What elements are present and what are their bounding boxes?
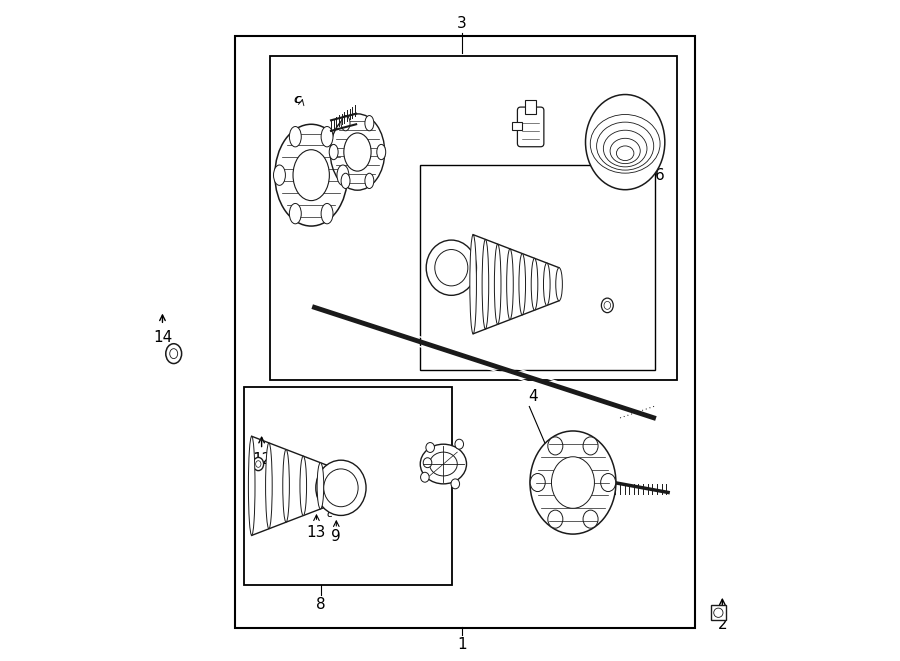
Ellipse shape [317, 463, 324, 509]
Ellipse shape [556, 268, 562, 301]
Ellipse shape [341, 116, 350, 131]
Ellipse shape [600, 473, 616, 492]
Ellipse shape [170, 349, 177, 358]
Ellipse shape [341, 173, 350, 188]
Text: 11: 11 [479, 300, 498, 315]
Ellipse shape [253, 457, 264, 471]
Ellipse shape [590, 114, 660, 173]
Ellipse shape [324, 469, 358, 507]
Ellipse shape [420, 472, 429, 483]
Ellipse shape [604, 301, 610, 309]
Ellipse shape [482, 239, 489, 329]
Bar [526, 100, 536, 114]
Text: 12: 12 [252, 452, 271, 467]
Ellipse shape [429, 452, 457, 476]
Ellipse shape [316, 460, 366, 516]
Ellipse shape [586, 95, 665, 190]
Ellipse shape [507, 249, 513, 320]
Ellipse shape [427, 240, 476, 295]
Text: 1: 1 [457, 637, 467, 652]
Text: 9: 9 [331, 529, 341, 544]
Ellipse shape [455, 439, 464, 449]
Text: 3: 3 [457, 16, 467, 30]
Ellipse shape [530, 473, 545, 492]
Ellipse shape [166, 344, 182, 364]
Ellipse shape [601, 298, 613, 313]
Ellipse shape [330, 114, 384, 190]
Ellipse shape [610, 138, 640, 164]
Text: c: c [327, 509, 333, 520]
Ellipse shape [344, 133, 371, 171]
Text: c: c [294, 93, 302, 106]
Text: c: c [432, 274, 438, 284]
Text: 10: 10 [614, 270, 633, 285]
Ellipse shape [470, 235, 476, 334]
Ellipse shape [321, 126, 333, 147]
Ellipse shape [603, 130, 647, 167]
Ellipse shape [519, 254, 526, 315]
Ellipse shape [426, 443, 435, 452]
Ellipse shape [531, 258, 538, 310]
Ellipse shape [494, 244, 501, 325]
Text: 5: 5 [424, 333, 434, 348]
Ellipse shape [364, 116, 373, 131]
FancyBboxPatch shape [711, 605, 725, 620]
Ellipse shape [266, 443, 272, 529]
Ellipse shape [364, 173, 373, 188]
Ellipse shape [583, 437, 599, 455]
Bar [512, 122, 522, 130]
Ellipse shape [274, 165, 285, 185]
Ellipse shape [283, 449, 290, 522]
Ellipse shape [420, 444, 466, 484]
Text: 9: 9 [437, 293, 447, 308]
Ellipse shape [530, 431, 616, 534]
Ellipse shape [329, 144, 338, 160]
Text: 4: 4 [527, 389, 537, 404]
Text: 13: 13 [307, 525, 326, 539]
Ellipse shape [583, 510, 599, 528]
Text: 8: 8 [316, 598, 326, 612]
Ellipse shape [597, 122, 653, 170]
Text: c: c [293, 93, 300, 106]
Ellipse shape [337, 165, 349, 185]
Text: 2: 2 [717, 617, 727, 632]
Text: 14: 14 [153, 330, 172, 344]
Ellipse shape [256, 461, 261, 467]
Ellipse shape [293, 149, 329, 201]
Ellipse shape [300, 456, 307, 516]
Ellipse shape [548, 437, 562, 455]
Ellipse shape [290, 204, 302, 224]
Ellipse shape [274, 124, 347, 226]
Bar [244, 387, 452, 585]
Ellipse shape [616, 146, 634, 161]
Text: 6: 6 [655, 168, 665, 182]
Ellipse shape [544, 263, 550, 305]
Ellipse shape [548, 510, 562, 528]
Ellipse shape [377, 144, 386, 160]
Ellipse shape [334, 469, 341, 502]
Ellipse shape [451, 479, 460, 489]
Circle shape [714, 608, 723, 617]
Ellipse shape [248, 436, 255, 535]
Ellipse shape [435, 250, 468, 286]
FancyBboxPatch shape [518, 107, 544, 147]
Ellipse shape [423, 457, 432, 468]
Ellipse shape [552, 457, 594, 508]
Ellipse shape [290, 126, 302, 147]
Ellipse shape [321, 204, 333, 224]
Bar [235, 36, 695, 628]
Bar [420, 165, 655, 370]
Text: 7: 7 [627, 358, 636, 372]
Bar [270, 56, 677, 380]
